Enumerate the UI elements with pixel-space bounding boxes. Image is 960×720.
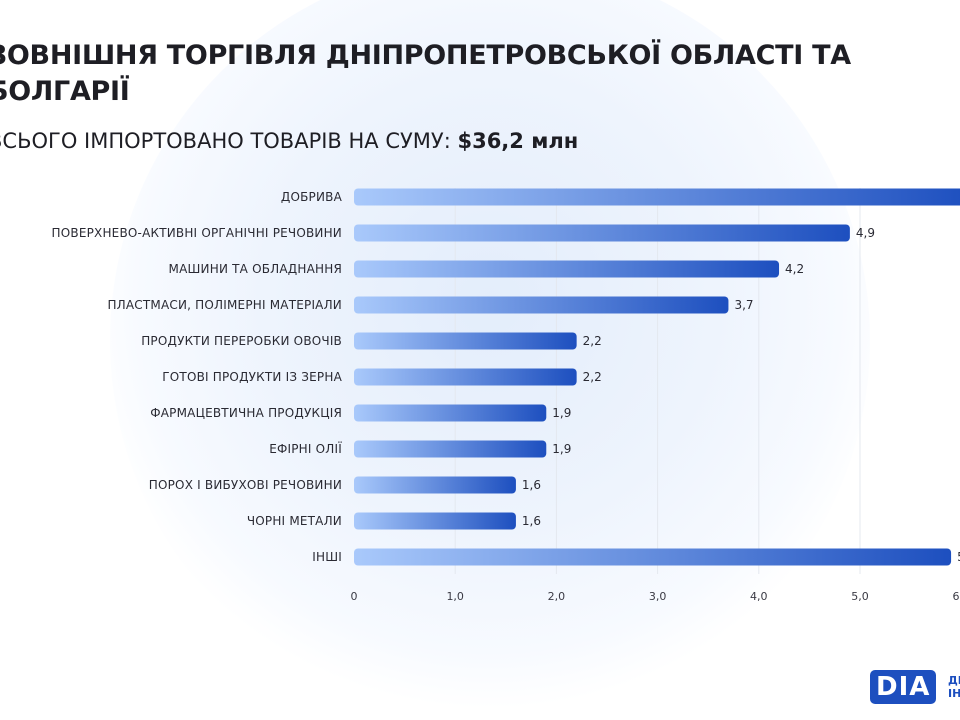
bar: [354, 368, 577, 386]
value-label: 1,6: [522, 478, 541, 492]
value-label: 3,7: [734, 298, 753, 312]
background-glow: [110, 0, 870, 720]
logo-side-text: ДН ІН: [948, 674, 960, 700]
bar: [354, 512, 516, 530]
bar: [354, 224, 850, 242]
subtitle-prefix: ВСЬОГО ІМПОРТОВАНО ТОВАРІВ НА СУМУ:: [0, 129, 458, 153]
labels: ДОБРИВА ПОВЕРХНЕВО-АКТИВНІ ОРГАНІЧНІ РЕЧО…: [52, 190, 960, 564]
page-subtitle: ВСЬОГО ІМПОРТОВАНО ТОВАРІВ НА СУМУ: $36,…: [0, 126, 578, 156]
bar: [354, 260, 780, 278]
bar: [354, 332, 577, 350]
bar: [354, 440, 547, 458]
value-label: 1,6: [522, 514, 541, 528]
category-label: ІНШІ: [312, 550, 342, 564]
subtitle-amount: $36,2 млн: [457, 129, 579, 153]
bar: [354, 476, 516, 494]
category-label: МАШИНИ ТА ОБЛАДНАННЯ: [169, 262, 342, 276]
x-tick-label: 5,0: [851, 590, 869, 603]
value-label: 4,9: [856, 226, 875, 240]
category-label: ФАРМАЦЕВТИЧНА ПРОДУКЦІЯ: [150, 406, 342, 420]
bar: [354, 188, 960, 206]
value-label: 5,: [957, 550, 960, 564]
category-label: ПРОДУКТИ ПЕРЕРОБКИ ОВОЧІВ: [141, 334, 342, 348]
x-tick-label: 6,0: [952, 590, 960, 603]
x-tick-label: 4,0: [750, 590, 768, 603]
bars: [354, 188, 960, 566]
category-label: ПЛАСТМАСИ, ПОЛІМЕРНІ МАТЕРІАЛИ: [107, 298, 342, 312]
value-label: 4,2: [785, 262, 804, 276]
page-title: ЗОВНІШНЯ ТОРГІВЛЯ ДНІПРОПЕТРОВСЬКОЇ ОБЛА…: [0, 40, 851, 107]
category-label: ПОВЕРХНЕВО-АКТИВНІ ОРГАНІЧНІ РЕЧОВИНИ: [52, 226, 342, 240]
category-label: ДОБРИВА: [281, 190, 343, 204]
x-tick-label: 1,0: [446, 590, 464, 603]
bar: [354, 548, 952, 566]
value-label: 2,2: [583, 370, 602, 384]
x-tick-label: 3,0: [649, 590, 667, 603]
bar: [354, 404, 547, 422]
logo-mark: DIA: [870, 670, 937, 704]
dia-logo: DIA ДН ІН: [870, 668, 960, 708]
value-label: 2,2: [583, 334, 602, 348]
x-tick-label: 0: [351, 590, 358, 603]
category-label: ГОТОВІ ПРОДУКТИ ІЗ ЗЕРНА: [162, 370, 342, 384]
value-label: 1,9: [552, 442, 571, 456]
category-label: ЕФІРНІ ОЛІЇ: [269, 441, 342, 456]
category-label: ПОРОХ І ВИБУХОВІ РЕЧОВИНИ: [149, 478, 342, 492]
value-label: 1,9: [552, 406, 571, 420]
x-tick-label: 2,0: [548, 590, 566, 603]
bar: [354, 296, 729, 314]
category-label: ЧОРНІ МЕТАЛИ: [247, 514, 342, 528]
x-axis-ticks: 0 1,0 2,0 3,0 4,0 5,0 6,0: [351, 590, 960, 603]
